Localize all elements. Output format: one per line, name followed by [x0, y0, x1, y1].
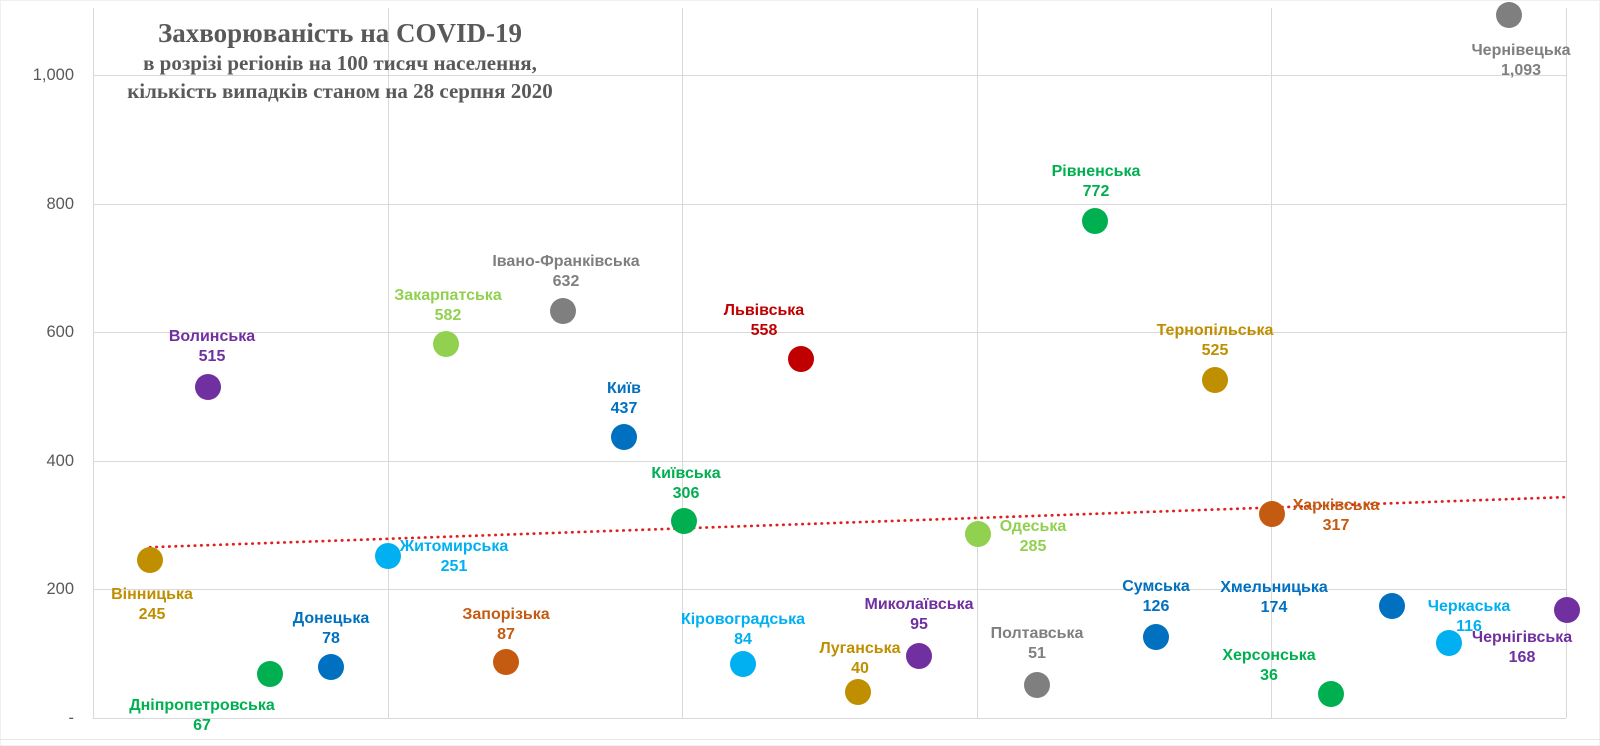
y-axis-tick-label: 800 [46, 194, 74, 213]
data-point-dot [671, 507, 697, 534]
gridline-vertical [1566, 8, 1567, 718]
gridline-horizontal [93, 717, 1566, 719]
data-point-label: Закарпатська [394, 287, 502, 304]
data-point-label: Полтавська [990, 625, 1084, 642]
chart-outer-border [0, 739, 1600, 740]
data-point-value: 1,093 [1500, 62, 1542, 79]
data-point-value: 168 [1508, 649, 1536, 666]
data-point-value: 251 [440, 558, 468, 575]
data-point-value: 285 [1019, 538, 1047, 555]
data-point-label: Волинська [168, 328, 256, 345]
data-point-label: Харківська [1292, 497, 1380, 514]
gridline-vertical [682, 8, 684, 718]
data-point-dot [433, 330, 459, 357]
data-point-value: 36 [1260, 667, 1278, 684]
data-point-label: Хмельницька [1220, 579, 1328, 596]
trendline [148, 495, 1568, 549]
data-point-label: Чернігівська [1471, 629, 1573, 646]
data-point-dot [1143, 623, 1169, 650]
data-point-value: 174 [1260, 599, 1288, 616]
gridline-vertical [387, 8, 389, 718]
data-point-value: 84 [734, 631, 752, 648]
data-point-value: 525 [1201, 342, 1229, 359]
data-point-label: Київ [607, 380, 641, 397]
data-point-value: 632 [552, 273, 580, 290]
gridline-horizontal [93, 460, 1566, 462]
data-point-dot [1202, 367, 1228, 394]
data-point-label: Дніпропетровська [129, 697, 275, 714]
data-point-value: 437 [610, 400, 638, 417]
data-point-dot [1379, 592, 1405, 619]
data-point-value: 67 [193, 717, 211, 734]
gridline-vertical [976, 8, 978, 718]
gridline-vertical [1271, 8, 1273, 718]
data-point-value: 558 [750, 322, 778, 339]
data-point-label: Кіровоградська [680, 611, 806, 628]
data-point-label: Херсонська [1222, 647, 1316, 664]
data-point-dot [1259, 500, 1285, 527]
data-point-value: 78 [322, 630, 340, 647]
data-point-label: Миколаївська [864, 596, 974, 613]
data-point-dot [1496, 2, 1522, 29]
data-point-dot [1436, 629, 1462, 656]
data-point-label: Рівненська [1051, 163, 1141, 180]
data-point-dot [611, 423, 637, 450]
data-point-value: 772 [1082, 183, 1110, 200]
data-point-label: Донецька [292, 610, 370, 627]
data-point-value: 87 [497, 626, 515, 643]
data-point-label: Черкаська [1427, 598, 1511, 615]
data-point-dot [845, 678, 871, 705]
data-point-dot [195, 373, 221, 400]
data-point-label: Житомирська [399, 538, 509, 555]
y-axis-tick-label: 1,000 [32, 66, 74, 84]
data-point-label: Чернівецька [1471, 42, 1571, 59]
data-point-value: 40 [851, 660, 869, 677]
data-point-dot [965, 521, 991, 548]
data-point-label: Луганська [819, 640, 901, 657]
gridline-horizontal [93, 203, 1566, 205]
data-point-dot [730, 650, 756, 677]
data-point-dot [1082, 208, 1108, 235]
data-point-value: 582 [434, 307, 462, 324]
data-point-value: 95 [910, 616, 928, 633]
data-point-value: 116 [1456, 618, 1482, 635]
data-point-label: Сумська [1122, 578, 1190, 595]
y-axis-tick-label: 600 [46, 323, 74, 341]
data-point-value: 515 [198, 348, 226, 365]
data-point-dot [375, 543, 401, 570]
data-point-dot [493, 648, 519, 675]
data-point-label: Івано-Франківська [492, 253, 640, 270]
data-point-label: Одеська [999, 518, 1067, 535]
y-axis-tick-label: 200 [46, 580, 74, 598]
data-point-dot [137, 547, 163, 574]
data-point-dot [906, 643, 932, 670]
data-point-dot [550, 298, 576, 325]
data-point-label: Вінницька [111, 586, 193, 603]
data-point-dot [1554, 596, 1580, 623]
data-point-dot [1024, 671, 1050, 698]
gridline-horizontal [93, 589, 1566, 590]
data-point-value: 306 [672, 485, 700, 502]
data-point-dot [257, 661, 283, 688]
data-point-label: Львівська [723, 302, 805, 319]
data-point-value: 317 [1322, 517, 1350, 534]
data-point-label: Запорізька [462, 606, 550, 623]
data-point-value: 51 [1028, 645, 1046, 662]
data-point-dot [1318, 681, 1344, 708]
data-point-value: 126 [1142, 598, 1170, 615]
data-point-dot [318, 654, 344, 681]
gridline-horizontal [93, 75, 1566, 76]
gridline-vertical [93, 8, 94, 718]
data-point-value: 245 [138, 606, 166, 623]
data-point-label: Київська [651, 465, 721, 482]
gridline-horizontal [93, 332, 1566, 333]
data-point-dot [788, 345, 814, 372]
data-point-label: Тернопільська [1156, 322, 1274, 339]
y-axis-tick-label: 400 [46, 451, 74, 470]
y-axis-tick-label: - [68, 708, 75, 727]
